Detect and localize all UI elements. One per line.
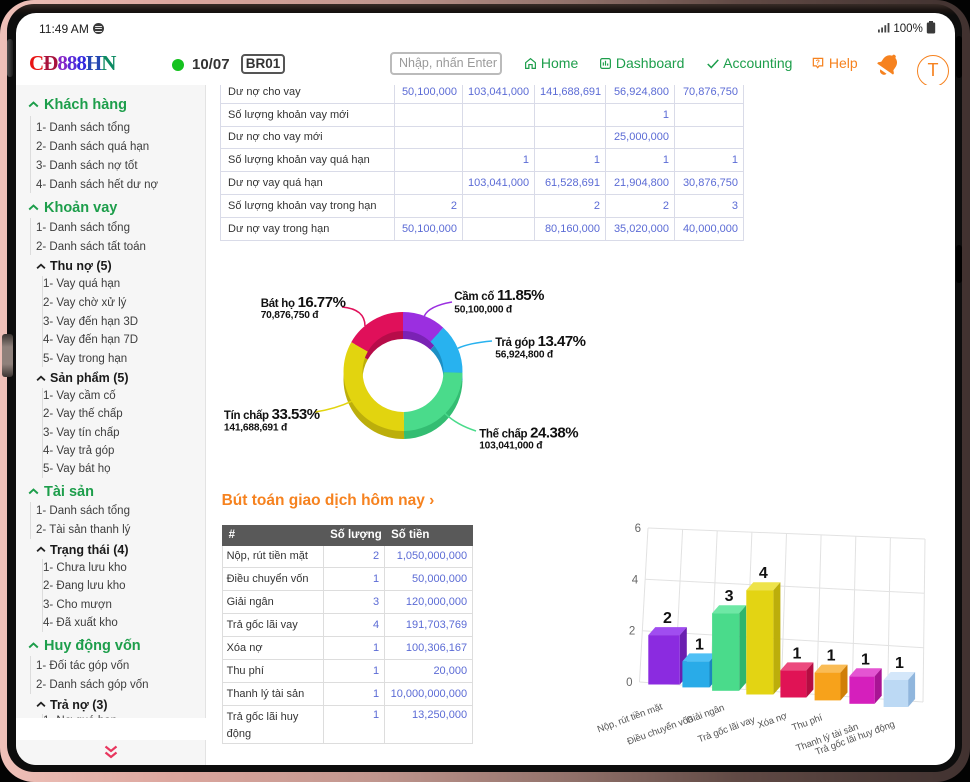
svg-text:Tín chấp 33.53%: Tín chấp 33.53% (224, 406, 320, 423)
svg-text:70,876,750 đ: 70,876,750 đ (261, 310, 320, 321)
svg-text:1: 1 (695, 636, 704, 653)
svg-text:Thế chấp 24.38%: Thế chấp 24.38% (479, 425, 578, 442)
svg-text:Trả góp 13.47%: Trả góp 13.47% (495, 333, 585, 350)
svg-text:1: 1 (827, 648, 836, 665)
svg-text:1: 1 (895, 655, 904, 672)
svg-text:6: 6 (635, 523, 641, 535)
svg-text:2: 2 (663, 610, 672, 627)
svg-text:Cầm cố 11.85%: Cầm cố 11.85% (454, 287, 544, 304)
svg-text:50,100,000 đ: 50,100,000 đ (454, 304, 513, 315)
svg-text:3: 3 (725, 588, 734, 605)
svg-text:2: 2 (629, 626, 635, 638)
svg-text:56,924,800 đ: 56,924,800 đ (495, 350, 554, 361)
svg-text:0: 0 (626, 677, 632, 689)
svg-text:Bát họ 16.77%: Bát họ 16.77% (261, 294, 346, 311)
svg-text:Xóa nợ: Xóa nợ (756, 710, 788, 731)
svg-text:103,041,000 đ: 103,041,000 đ (479, 441, 543, 452)
svg-text:4: 4 (632, 574, 639, 586)
svg-text:141,688,691 đ: 141,688,691 đ (224, 423, 288, 434)
svg-text:Thu phí: Thu phí (791, 712, 825, 733)
svg-text:4: 4 (759, 565, 768, 582)
svg-text:Giải ngân: Giải ngân (685, 702, 726, 726)
svg-text:1: 1 (792, 645, 801, 662)
svg-text:?: ? (816, 59, 820, 66)
svg-text:1: 1 (861, 651, 870, 668)
